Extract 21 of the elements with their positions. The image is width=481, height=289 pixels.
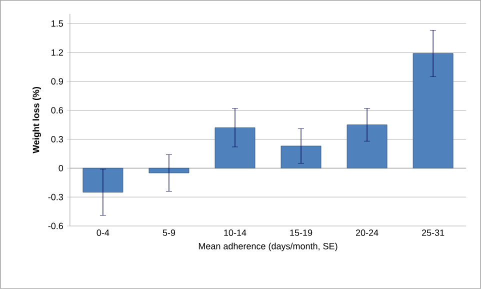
bar (346, 124, 388, 168)
y-tick-label: 0.6 (51, 107, 64, 114)
x-tick-label: 15-19 (290, 230, 312, 236)
bar (148, 168, 190, 174)
y-tick-label: 1.2 (52, 49, 63, 56)
x-tick-label: 25-31 (422, 230, 444, 236)
y-tick-label: 0 (58, 165, 64, 172)
x-tick-label: 20-24 (356, 230, 378, 236)
y-tick-label: 0.9 (51, 78, 63, 85)
y-tick-label: -0.6 (48, 222, 64, 230)
x-tick-label: 0-4 (96, 230, 110, 236)
x-axis-title: Mean adherence (days/month, SE) (198, 242, 338, 252)
bar (214, 128, 256, 168)
y-tick-label: 0.3 (51, 136, 64, 142)
y-axis-title: Weight loss (%) (32, 87, 42, 154)
bar (412, 53, 454, 168)
y-tick-label: 1.5 (52, 20, 64, 27)
x-tick-label: 10-14 (224, 230, 246, 236)
bar (280, 146, 322, 168)
x-tick-label: 5-9 (162, 230, 176, 236)
y-tick-label: -0.3 (48, 194, 64, 200)
